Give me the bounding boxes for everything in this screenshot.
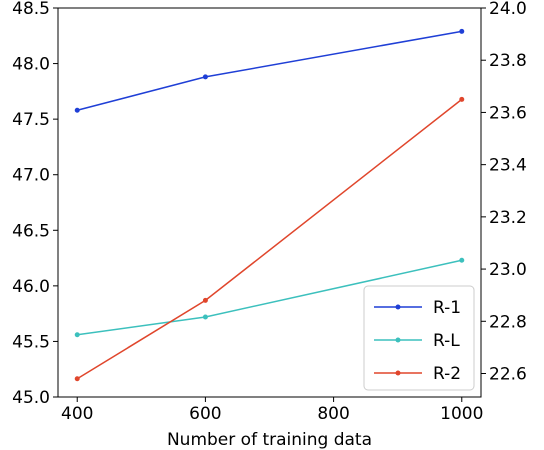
- legend-label: R-1: [433, 298, 461, 318]
- data-point: [459, 96, 465, 102]
- legend-box: [363, 285, 475, 391]
- data-point: [202, 297, 208, 303]
- legend: R-1 R-L R-2: [363, 285, 475, 391]
- x-tick-label: 800: [317, 404, 349, 424]
- series-r-2: [74, 96, 465, 382]
- x-tick-label: 600: [189, 404, 221, 424]
- data-point: [459, 257, 465, 263]
- series-r-l: [74, 257, 465, 338]
- right-y-tick-label: 23.0: [489, 260, 527, 280]
- series-line: [77, 30, 462, 111]
- left-y-tick-label: 45.5: [12, 332, 50, 352]
- legend-label: R-L: [433, 331, 460, 351]
- left-y-tick-label: 47.5: [12, 110, 50, 130]
- data-point: [202, 74, 208, 80]
- legend-marker: [395, 337, 401, 343]
- x-tick-label: 1000: [440, 404, 483, 424]
- legend-marker: [395, 370, 401, 376]
- axes-layer: 400 600 800 1000 45.0 45.5 46.0 46.5 47.0 47.5 48.…: [12, 0, 527, 450]
- right-y-tick-label: 24.0: [489, 0, 527, 19]
- x-tick-label: 400: [61, 404, 93, 424]
- left-y-tick-label: 48.0: [12, 55, 50, 75]
- left-y-tick-label: 47.0: [12, 166, 50, 186]
- left-y-tick-label: 48.5: [12, 0, 50, 19]
- data-point: [74, 107, 80, 113]
- data-point: [202, 314, 208, 320]
- x-axis-label: Number of training data: [167, 430, 372, 450]
- data-point: [459, 28, 465, 34]
- right-y-tick-label: 23.6: [489, 103, 527, 123]
- legend-item-r-2: R-2: [374, 364, 461, 384]
- data-point: [74, 376, 80, 382]
- legend-item-r-l: R-L: [374, 331, 460, 351]
- legend-label: R-2: [433, 364, 461, 384]
- data-point: [74, 332, 80, 338]
- left-y-tick-label: 45.0: [12, 388, 50, 408]
- right-y-tick-label: 23.2: [489, 208, 527, 228]
- right-y-tick-label: 23.4: [489, 156, 527, 176]
- left-y-tick-label: 46.0: [12, 277, 50, 297]
- right-y-tick-label: 23.8: [489, 51, 527, 71]
- series-r-1: [74, 28, 465, 113]
- legend-item-r-1: R-1: [374, 298, 461, 318]
- left-y-tick-label: 46.5: [12, 221, 50, 241]
- right-y-tick-label: 22.8: [489, 312, 527, 332]
- legend-marker: [395, 304, 401, 310]
- right-y-tick-label: 22.6: [489, 365, 527, 385]
- plot-frame: [57, 7, 482, 398]
- series-layer: [74, 28, 465, 382]
